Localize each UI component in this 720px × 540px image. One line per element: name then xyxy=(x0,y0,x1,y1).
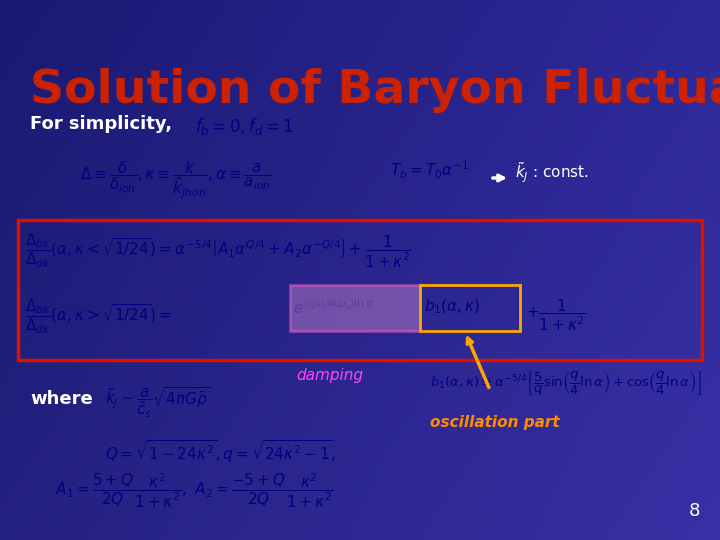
Text: $A_1 = \dfrac{5+Q}{2Q}\dfrac{\kappa^2}{1+\kappa^2},\ A_2 = \dfrac{-5+Q}{2Q}\dfra: $A_1 = \dfrac{5+Q}{2Q}\dfrac{\kappa^2}{1… xyxy=(55,472,333,510)
Text: $f_b = 0, f_d = 1$: $f_b = 0, f_d = 1$ xyxy=(195,116,294,137)
Text: $Q = \sqrt{1-24\kappa^2}, q = \sqrt{24\kappa^2-1},$: $Q = \sqrt{1-24\kappa^2}, q = \sqrt{24\k… xyxy=(105,438,336,465)
Text: $e^{(q\omega_t/4\omega_s)\ln\alpha}$: $e^{(q\omega_t/4\omega_s)\ln\alpha}$ xyxy=(293,298,374,316)
Bar xyxy=(18,220,702,360)
Bar xyxy=(420,285,520,331)
Text: $T_b = T_0\alpha^{-1}$: $T_b = T_0\alpha^{-1}$ xyxy=(390,160,469,181)
Text: Solution of Baryon Fluctuation: Solution of Baryon Fluctuation xyxy=(30,68,720,113)
Text: $\tilde{k}_J \sim \dfrac{a}{\tilde{c}_s}\sqrt{4\pi G\bar{\rho}}$: $\tilde{k}_J \sim \dfrac{a}{\tilde{c}_s}… xyxy=(105,385,210,420)
Text: 8: 8 xyxy=(688,502,700,520)
Text: $+\dfrac{1}{1+\kappa^2}$: $+\dfrac{1}{1+\kappa^2}$ xyxy=(526,298,586,334)
Text: oscillation part: oscillation part xyxy=(430,415,559,430)
Text: $b_1(\alpha,\kappa) \equiv \alpha^{-5/4}\left[\dfrac{5}{q}\sin\!\left(\dfrac{q}{: $b_1(\alpha,\kappa) \equiv \alpha^{-5/4}… xyxy=(430,370,701,398)
Text: damping: damping xyxy=(297,368,364,383)
Text: where: where xyxy=(30,390,93,408)
Bar xyxy=(290,285,420,331)
Text: $\Delta \equiv \dfrac{\delta}{\delta_{ion}}, \kappa \equiv \dfrac{k}{\tilde{k}_{: $\Delta \equiv \dfrac{\delta}{\delta_{io… xyxy=(80,160,272,201)
Text: $\dfrac{\Delta_{bk}}{\Delta_{dk}}(\alpha, \kappa > \sqrt{1/24}) = $: $\dfrac{\Delta_{bk}}{\Delta_{dk}}(\alpha… xyxy=(25,298,172,336)
Text: $b_1(\alpha,\kappa)$: $b_1(\alpha,\kappa)$ xyxy=(424,298,480,316)
Text: $\tilde{k}_J$ : const.: $\tilde{k}_J$ : const. xyxy=(515,160,589,185)
Text: $\dfrac{\Delta_{bk}}{\Delta_{dk}}(\alpha, \kappa < \sqrt{1/24}) = \alpha^{-5/4}\: $\dfrac{\Delta_{bk}}{\Delta_{dk}}(\alpha… xyxy=(25,232,412,270)
Text: For simplicity,: For simplicity, xyxy=(30,115,172,133)
